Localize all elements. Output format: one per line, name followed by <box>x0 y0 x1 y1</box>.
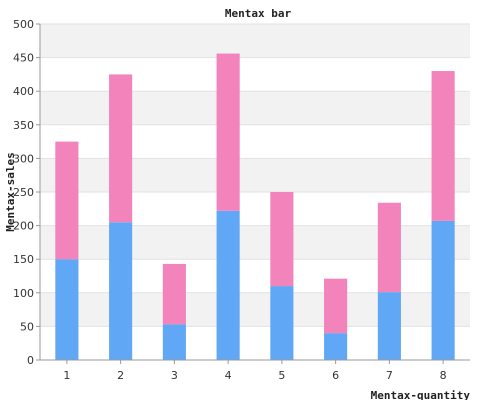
bar-segment-series-2-cat-6 <box>324 278 348 334</box>
y-tick-label: 250 <box>13 186 34 199</box>
bar-segment-series-1-cat-5 <box>270 286 294 360</box>
bar-segment-series-2-cat-4 <box>216 53 240 211</box>
y-tick-label: 400 <box>13 85 34 98</box>
y-tick-label: 450 <box>13 52 34 65</box>
y-tick-labels: 0 50 100 150 200 250 300 350 400 450 500 <box>13 18 34 367</box>
x-tick-label: 3 <box>171 369 178 382</box>
grid-band <box>40 192 470 226</box>
bar-segment-series-2-cat-5 <box>270 192 294 287</box>
y-tick-label: 50 <box>20 320 34 333</box>
grid-band <box>40 326 470 360</box>
bar-segment-series-2-cat-2 <box>109 74 133 223</box>
y-tick-label: 100 <box>13 287 34 300</box>
x-tick-label: 7 <box>386 369 393 382</box>
bar-segment-series-1-cat-4 <box>216 210 240 360</box>
x-tick-label: 1 <box>63 369 70 382</box>
grid-band <box>40 158 470 192</box>
grid-band <box>40 292 470 327</box>
x-tick-label: 5 <box>278 369 285 382</box>
x-tick-labels: 1 2 3 4 5 6 7 8 <box>63 369 446 382</box>
y-tick-label: 350 <box>13 119 34 132</box>
grid-band <box>40 259 470 293</box>
grid-band <box>40 91 470 125</box>
bar-segment-series-2-cat-1 <box>55 141 79 260</box>
grid-band <box>40 24 470 58</box>
bar-segment-series-2-cat-7 <box>377 202 401 293</box>
x-tick-label: 2 <box>117 369 124 382</box>
y-tick-label: 150 <box>13 253 34 266</box>
x-tick-label: 6 <box>332 369 339 382</box>
x-tick-label: 4 <box>225 369 232 382</box>
y-tick-label: 200 <box>13 220 34 233</box>
y-tick-label: 500 <box>13 18 34 31</box>
bar-segment-series-1-cat-1 <box>55 259 79 360</box>
grid-band <box>40 124 470 159</box>
y-axis-label: Mentax-sales <box>4 152 17 231</box>
grid-band <box>40 57 470 92</box>
bar-segment-series-1-cat-7 <box>377 292 401 360</box>
bar-segment-series-1-cat-2 <box>109 222 133 360</box>
x-axis-label: Mentax-quantity <box>371 389 471 400</box>
axes <box>39 24 470 364</box>
bar-series <box>55 53 455 360</box>
y-tick-label: 300 <box>13 152 34 165</box>
x-tick-label: 8 <box>440 369 447 382</box>
grid-band <box>40 225 470 260</box>
bar-segment-series-2-cat-8 <box>431 71 455 221</box>
y-tick-label: 0 <box>27 354 34 367</box>
bar-segment-series-1-cat-6 <box>324 333 348 360</box>
chart-title: Mentax bar <box>225 7 292 20</box>
bar-segment-series-1-cat-3 <box>162 324 186 360</box>
bar-segment-series-1-cat-8 <box>431 220 455 360</box>
bar-segment-series-2-cat-3 <box>162 263 186 325</box>
